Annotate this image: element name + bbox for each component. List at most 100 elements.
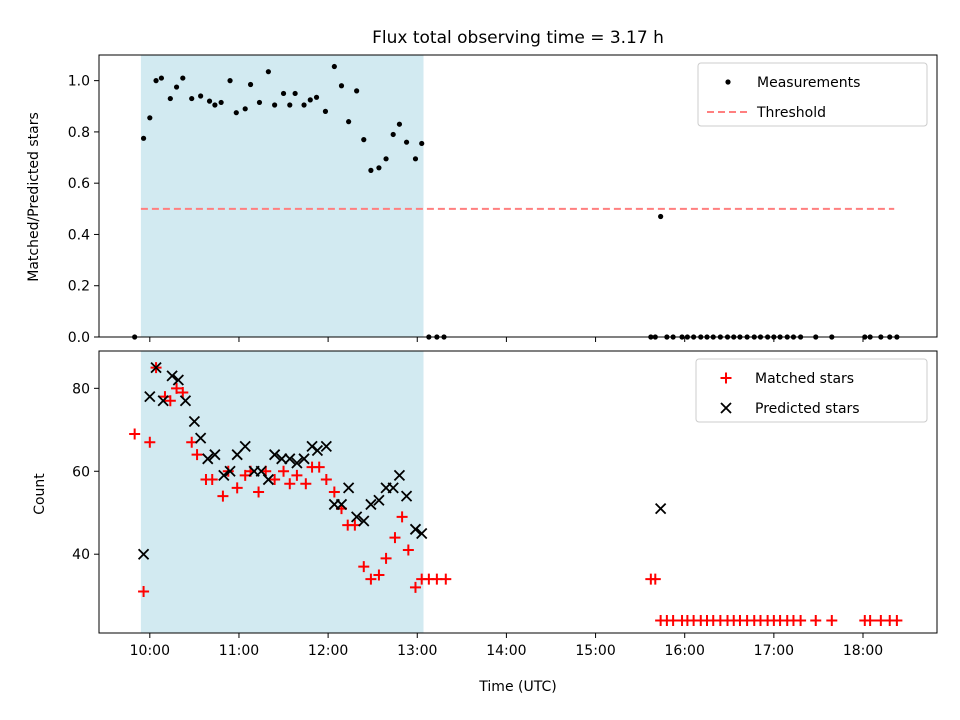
top-legend: Measurements Threshold <box>697 62 928 127</box>
bottom-series-1-point-2 <box>150 361 162 374</box>
bottom-series-1-point-34 <box>387 482 399 494</box>
top-series-0-point-3 <box>153 78 159 84</box>
bottom-series-1-point-4 <box>166 370 178 382</box>
bottom-series-1-point-11 <box>218 469 230 482</box>
bottom-series-1-point-39 <box>655 502 667 515</box>
bottom-legend-swatch-0 <box>720 372 732 384</box>
bottom-series-1-point-24 <box>311 444 324 457</box>
top-series-0-point-35 <box>390 131 396 138</box>
bottom-series-0-point-26 <box>320 474 332 486</box>
bottom-series-0-point-19 <box>269 474 281 486</box>
bottom-series-1-point-9 <box>202 453 214 465</box>
bottom-series-1-point-29 <box>351 511 363 523</box>
top-series-0-point-32 <box>368 167 374 173</box>
top-y-tick-label: 0.4 <box>68 227 90 243</box>
top-series-0-point-45 <box>658 213 664 220</box>
bottom-series-0-point-17 <box>253 486 265 498</box>
bottom-series-0-point-42 <box>440 573 452 585</box>
top-y-tick-label: 0.8 <box>68 125 90 141</box>
bottom-series-1-point-37 <box>409 523 422 535</box>
bottom-series-1-point-5 <box>172 374 184 386</box>
bottom-series-0-point-6 <box>171 382 183 394</box>
top-series-0-point-5 <box>167 95 173 102</box>
top-series-0-point-21 <box>287 102 293 108</box>
top-series-0-point-13 <box>227 78 233 84</box>
x-tick-label: 13:00 <box>397 643 437 659</box>
bottom-series-1-point-22 <box>298 453 310 465</box>
x-tick-label: 10:00 <box>130 643 170 659</box>
top-panel: 0.0 0.2 0.4 0.6 0.8 1.0 Measurements Threshold <box>68 54 938 346</box>
bottom-series-0-point-7 <box>177 386 189 398</box>
bottom-series-0-point-33 <box>373 569 385 581</box>
bottom-series-0-point-12 <box>217 490 229 502</box>
bottom-axes-frame <box>98 350 938 634</box>
bottom-series-0-point-2 <box>144 436 156 448</box>
top-y-tick-label: 0.2 <box>68 279 90 295</box>
top-series-0-point-22 <box>292 90 298 97</box>
top-series-0-point-30 <box>354 88 360 94</box>
bottom-series-0-point-70 <box>864 615 876 627</box>
top-series-0-point-26 <box>322 108 329 114</box>
bottom-y-tick-label: 60 <box>72 464 90 480</box>
bottom-series-0-point-73 <box>891 615 903 627</box>
top-series-0-point-34 <box>383 156 389 162</box>
bottom-series-1-point-8 <box>194 432 207 444</box>
bottom-panel: 10:00 11:00 12:00 13:00 14:00 15:00 16:00 17:00… <box>72 350 938 659</box>
top-series-0-point-18 <box>265 69 271 75</box>
bottom-series-0-point-35 <box>389 532 401 544</box>
bottom-series-1-point-19 <box>276 453 288 465</box>
bottom-series-0-point-1 <box>138 586 150 598</box>
top-series-0-point-24 <box>307 97 313 103</box>
bottom-series-1-point-36 <box>400 490 413 502</box>
x-tick-label: 17:00 <box>754 643 794 659</box>
top-series-0-point-8 <box>189 95 195 102</box>
bottom-series-0-point-32 <box>365 573 377 585</box>
bottom-legend-label: Matched stars <box>755 371 854 387</box>
bottom-series-0-point-14 <box>231 482 243 494</box>
top-legend-frame <box>697 62 928 127</box>
top-observing-span <box>140 55 424 337</box>
bottom-y-tick-label: 80 <box>72 381 90 397</box>
bottom-series-0-point-0 <box>129 428 141 440</box>
top-y-tick-label: 0.6 <box>68 176 90 192</box>
x-tick-label: 11:00 <box>219 643 259 659</box>
top-legend-label: Threshold <box>756 105 826 121</box>
top-axes-frame <box>98 54 938 338</box>
top-y-tick-label: 0.0 <box>68 330 90 346</box>
top-series-0-point-6 <box>173 84 180 90</box>
bottom-series-1-point-12 <box>224 465 236 477</box>
bottom-series-1-point-30 <box>358 515 370 527</box>
top-series-0-point-23 <box>301 102 307 108</box>
top-series-0-point-29 <box>346 119 352 125</box>
bottom-series-1-point-1 <box>144 390 156 403</box>
bottom-series-0-point-20 <box>278 465 290 477</box>
bottom-series-1 <box>137 361 667 560</box>
bottom-series-1-point-0 <box>137 548 150 560</box>
bottom-series-0-point-11 <box>206 474 218 486</box>
bottom-legend-label: Predicted stars <box>755 401 860 417</box>
top-series-0-point-12 <box>218 99 224 106</box>
x-tick-label: 18:00 <box>843 643 883 659</box>
bottom-series-1-point-21 <box>291 457 303 469</box>
bottom-legend: Matched stars Predicted stars <box>695 358 928 423</box>
bottom-series-0-point-31 <box>358 561 370 573</box>
top-series-0-point-9 <box>198 93 204 99</box>
bottom-series-0-point-22 <box>291 469 303 481</box>
top-series-0-point-15 <box>242 106 248 112</box>
bottom-series-1-point-32 <box>373 494 385 506</box>
top-y-tick-label: 1.0 <box>68 74 90 90</box>
bottom-series-1-point-35 <box>393 469 406 482</box>
bottom-series-0-point-37 <box>402 544 414 556</box>
bottom-series-0-point-25 <box>313 461 325 473</box>
top-series-0-point-28 <box>338 83 345 89</box>
x-tick-label: 16:00 <box>665 643 705 659</box>
bottom-series-0-point-27 <box>328 486 340 498</box>
bottom-series-0-point-23 <box>300 478 312 490</box>
bottom-series-0-point-38 <box>409 581 421 593</box>
top-legend-label: Measurements <box>757 75 860 91</box>
top-series-0-point-39 <box>419 140 425 147</box>
top-series-0-point-33 <box>376 165 382 171</box>
top-legend-swatch-0 <box>725 79 731 85</box>
chart-title: Flux total observing time = 3.17 h <box>372 28 664 48</box>
